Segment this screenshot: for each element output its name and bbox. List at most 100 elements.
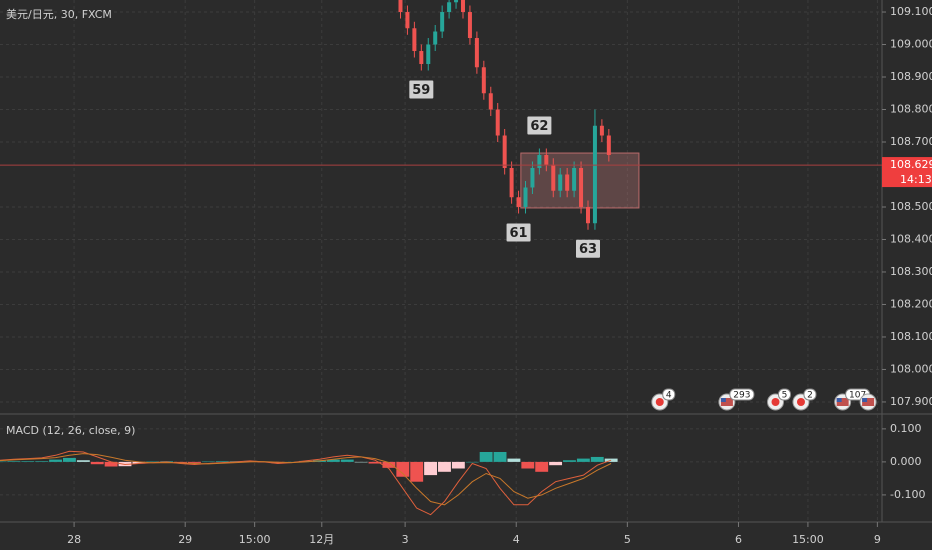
histogram-bar bbox=[396, 461, 410, 477]
event-badge bbox=[662, 388, 676, 401]
candle-body bbox=[579, 167, 584, 207]
candle-body bbox=[509, 167, 514, 198]
y-tick-label: 109.000 bbox=[890, 38, 932, 51]
wave-label-box bbox=[576, 239, 600, 258]
histogram-bar bbox=[451, 461, 465, 469]
histogram-bar bbox=[563, 460, 576, 462]
candle-body bbox=[516, 197, 521, 207]
event-flag-canton bbox=[862, 398, 868, 402]
histogram-bar bbox=[0, 461, 7, 463]
event-count: 5 bbox=[782, 391, 788, 401]
candle-body bbox=[592, 125, 597, 224]
candle-body bbox=[412, 28, 417, 52]
histogram-bar bbox=[410, 461, 424, 482]
event-flag bbox=[862, 398, 875, 406]
histogram-bar bbox=[146, 461, 160, 463]
candle-body bbox=[398, 0, 403, 13]
countdown: 14:13 bbox=[900, 173, 932, 186]
event-flag-canton bbox=[836, 398, 842, 402]
histogram-bar bbox=[354, 461, 368, 463]
wave-label: 62 bbox=[530, 119, 548, 134]
wave-label: 61 bbox=[510, 226, 528, 241]
histogram-bar bbox=[21, 461, 35, 462]
event-badge bbox=[778, 388, 792, 401]
candle-body bbox=[419, 51, 424, 65]
y-tick-label: 108.800 bbox=[890, 103, 932, 116]
histogram-bar bbox=[188, 461, 201, 463]
candle-body bbox=[551, 164, 556, 191]
candle-body bbox=[405, 12, 410, 29]
event-icon-dot bbox=[796, 398, 805, 406]
histogram-bar bbox=[521, 461, 535, 469]
x-tick-label: 28 bbox=[67, 533, 81, 546]
histogram-bar bbox=[507, 458, 521, 462]
histogram-bar bbox=[201, 461, 215, 463]
x-tick-label: 6 bbox=[735, 533, 742, 546]
macd-title: MACD (12, 26, close, 9) bbox=[6, 424, 135, 437]
histogram-bar bbox=[438, 461, 451, 472]
candle-body bbox=[599, 125, 604, 136]
histogram-bar bbox=[465, 461, 479, 463]
y-tick-label: 0.000 bbox=[890, 455, 922, 468]
x-tick-label: 9 bbox=[874, 533, 881, 546]
candle-body bbox=[537, 154, 542, 168]
histogram-bar bbox=[35, 461, 49, 462]
candle-body bbox=[474, 38, 479, 68]
chart-title: 美元/日元, 30, FXCM bbox=[6, 8, 112, 21]
histogram-bar bbox=[7, 461, 21, 462]
histogram-bar bbox=[90, 461, 104, 465]
y-tick-label: -0.100 bbox=[890, 488, 925, 501]
y-tick-label: 108.700 bbox=[890, 135, 932, 148]
wave-label: 59 bbox=[412, 83, 430, 98]
macd-line bbox=[0, 450, 612, 516]
histogram-bar bbox=[382, 461, 396, 468]
candle-body bbox=[433, 31, 438, 45]
wave-label-box bbox=[506, 223, 531, 242]
event-count: 107 bbox=[849, 391, 866, 401]
y-tick-label: 109.100 bbox=[890, 5, 932, 18]
y-tick-label: 108.500 bbox=[890, 200, 932, 213]
x-tick-label: 15:00 bbox=[792, 533, 824, 546]
candle-body bbox=[447, 2, 452, 13]
histogram-bar bbox=[49, 459, 63, 462]
x-tick-label: 5 bbox=[624, 533, 631, 546]
candle-body bbox=[460, 0, 465, 13]
histogram-bar bbox=[549, 461, 563, 466]
y-tick-label: 108.300 bbox=[890, 265, 932, 278]
y-tick-label: 108.900 bbox=[890, 70, 932, 83]
candle-body bbox=[606, 135, 611, 155]
histogram-bar bbox=[493, 451, 507, 462]
histogram-bar bbox=[368, 461, 382, 464]
candle-body bbox=[426, 44, 431, 65]
histogram-bar bbox=[479, 451, 493, 462]
histogram-bar bbox=[104, 461, 118, 467]
candle-body bbox=[530, 167, 535, 188]
event-count: 293 bbox=[733, 391, 750, 401]
histogram-bar bbox=[174, 461, 188, 463]
candle-body bbox=[502, 135, 507, 168]
x-tick-label: 4 bbox=[513, 533, 520, 546]
histogram-bar bbox=[340, 459, 354, 462]
histogram-bar bbox=[535, 461, 549, 472]
event-flag bbox=[836, 398, 849, 406]
event-icon-dot bbox=[655, 398, 664, 406]
event-count: 4 bbox=[666, 391, 672, 401]
candle-body bbox=[488, 93, 493, 110]
y-tick-label: 108.000 bbox=[890, 362, 932, 375]
histogram-bar bbox=[424, 461, 438, 476]
event-flag-canton bbox=[720, 398, 726, 402]
candle-body bbox=[544, 154, 549, 165]
candle-body bbox=[440, 12, 445, 32]
event-icon-dot bbox=[771, 398, 780, 406]
candle-body bbox=[558, 174, 563, 191]
candle-body bbox=[467, 12, 472, 39]
last-price-label: 108.629 bbox=[890, 158, 932, 171]
event-flag bbox=[720, 398, 733, 406]
histogram-bar bbox=[590, 456, 604, 462]
macd-line bbox=[0, 453, 612, 506]
candle-body bbox=[565, 174, 570, 191]
candle-body bbox=[586, 206, 590, 224]
histogram-bar bbox=[76, 460, 90, 462]
histogram-bar bbox=[215, 461, 229, 462]
candle-body bbox=[481, 67, 486, 94]
